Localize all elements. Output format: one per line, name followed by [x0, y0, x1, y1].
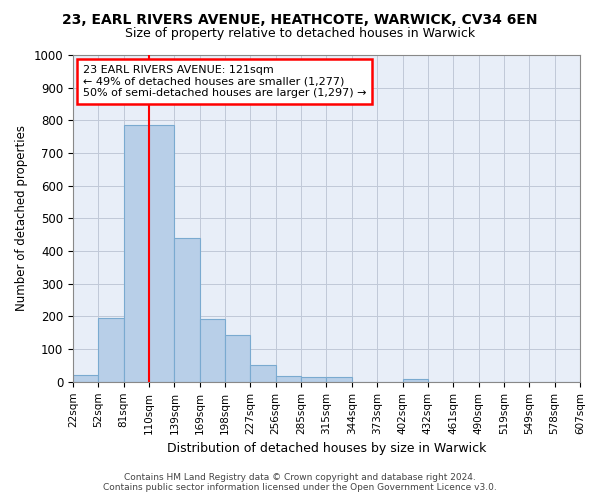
Text: 23 EARL RIVERS AVENUE: 121sqm
← 49% of detached houses are smaller (1,277)
50% o: 23 EARL RIVERS AVENUE: 121sqm ← 49% of d… — [83, 65, 367, 98]
Bar — [276, 376, 301, 382]
X-axis label: Distribution of detached houses by size in Warwick: Distribution of detached houses by size … — [167, 442, 486, 455]
Text: Contains HM Land Registry data © Crown copyright and database right 2024.
Contai: Contains HM Land Registry data © Crown c… — [103, 473, 497, 492]
Bar — [250, 366, 276, 382]
Bar — [124, 126, 149, 382]
Bar — [326, 377, 352, 382]
Bar — [73, 376, 98, 382]
Bar — [149, 126, 175, 382]
Bar — [98, 318, 124, 382]
Bar — [175, 238, 200, 382]
Bar — [225, 336, 250, 382]
Bar — [403, 378, 428, 382]
Text: Size of property relative to detached houses in Warwick: Size of property relative to detached ho… — [125, 28, 475, 40]
Bar — [200, 318, 225, 382]
Y-axis label: Number of detached properties: Number of detached properties — [15, 126, 28, 312]
Text: 23, EARL RIVERS AVENUE, HEATHCOTE, WARWICK, CV34 6EN: 23, EARL RIVERS AVENUE, HEATHCOTE, WARWI… — [62, 12, 538, 26]
Bar — [301, 377, 326, 382]
